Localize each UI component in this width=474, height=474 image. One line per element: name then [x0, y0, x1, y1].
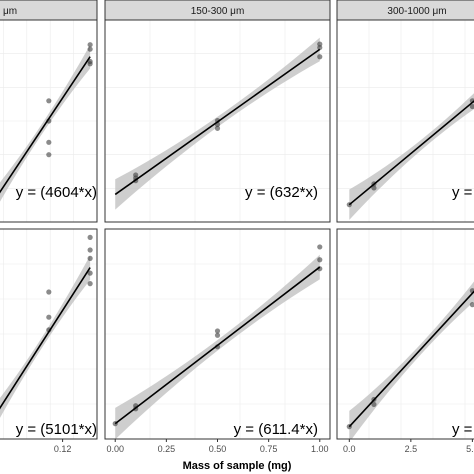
data-point — [46, 289, 52, 295]
x-tick-label: 2.5 — [405, 444, 418, 454]
facet-strip-label: μm — [3, 6, 17, 17]
x-tick-label: 0.0 — [343, 444, 356, 454]
panel-border — [336, 228, 474, 440]
regression-line — [348, 290, 474, 428]
data-point — [46, 98, 52, 104]
panel-top-left: μm y = (4604*x) — [0, 0, 98, 223]
data-point — [214, 125, 221, 131]
regression-equation: y = (4604*x) — [16, 184, 97, 201]
regression-equation: y = — [452, 184, 473, 201]
panels-layer: μm y = (4604*x) 150-300 μm y = (632*x) 300-1… — [0, 0, 474, 454]
panel-top-right: 300-1000 μm y = — [336, 0, 474, 223]
panel-bottom-middle: y = (611.4*x) 0.00 0.25 0.50 0.75 1.00 — [104, 228, 331, 454]
regression-line — [0, 267, 91, 410]
data-point — [46, 139, 52, 145]
regression-equation: y = (632*x) — [245, 184, 318, 201]
data-point — [46, 314, 52, 320]
regression-equation: y = — [452, 421, 473, 438]
plot-area — [0, 20, 97, 222]
plot-area — [337, 229, 474, 439]
panel-border — [336, 19, 474, 223]
panel-border — [0, 228, 98, 440]
plot-area — [0, 229, 97, 439]
x-tick-label: 5.0 — [466, 444, 474, 454]
data-point — [87, 234, 93, 240]
data-point — [469, 103, 474, 110]
regression-equation: y = (5101*x) — [16, 421, 97, 438]
panel-top-middle: 150-300 μm y = (632*x) — [104, 0, 331, 223]
x-tick-label: 0.75 — [260, 444, 278, 454]
x-tick-label: 0.12 — [54, 444, 72, 454]
data-point — [87, 46, 93, 52]
data-point — [87, 281, 93, 287]
data-point — [371, 185, 377, 191]
data-point — [317, 54, 323, 60]
regression-equation: y = (611.4*x) — [234, 421, 318, 438]
data-point — [214, 328, 221, 334]
regression-line — [0, 56, 91, 194]
x-axis-title: Mass of sample (mg) — [183, 460, 292, 472]
data-point — [469, 302, 474, 308]
data-point — [317, 244, 323, 250]
data-point — [46, 152, 52, 158]
regression-line — [114, 266, 321, 425]
data-point — [87, 42, 93, 48]
x-tick-label: 0.50 — [209, 444, 227, 454]
x-tick-label: 0.25 — [158, 444, 176, 454]
data-point — [87, 247, 93, 253]
data-point — [214, 332, 221, 338]
data-point — [317, 41, 323, 47]
panel-border — [104, 19, 331, 223]
data-point — [87, 255, 93, 261]
data-point — [87, 270, 93, 276]
data-point — [317, 257, 323, 263]
regression-line — [114, 48, 321, 196]
panel-bottom-left: y = (5101*x) 0.12 — [0, 228, 98, 454]
data-point — [133, 172, 139, 178]
data-point — [371, 401, 377, 408]
plot-area — [337, 20, 474, 222]
plot-area — [105, 229, 330, 439]
regression-line — [348, 100, 474, 206]
facet-strip-label: 300-1000 μm — [387, 6, 446, 17]
plot-area — [105, 20, 330, 222]
x-tick-label: 1.00 — [311, 444, 329, 454]
panel-border — [0, 19, 98, 223]
panel-bottom-right: y = 0.0 2.5 5.0 — [336, 228, 474, 454]
data-point — [87, 61, 93, 67]
confidence-band — [349, 93, 474, 220]
x-tick-label: 0.00 — [106, 444, 124, 454]
facet-strip-label: 150-300 μm — [191, 6, 245, 17]
